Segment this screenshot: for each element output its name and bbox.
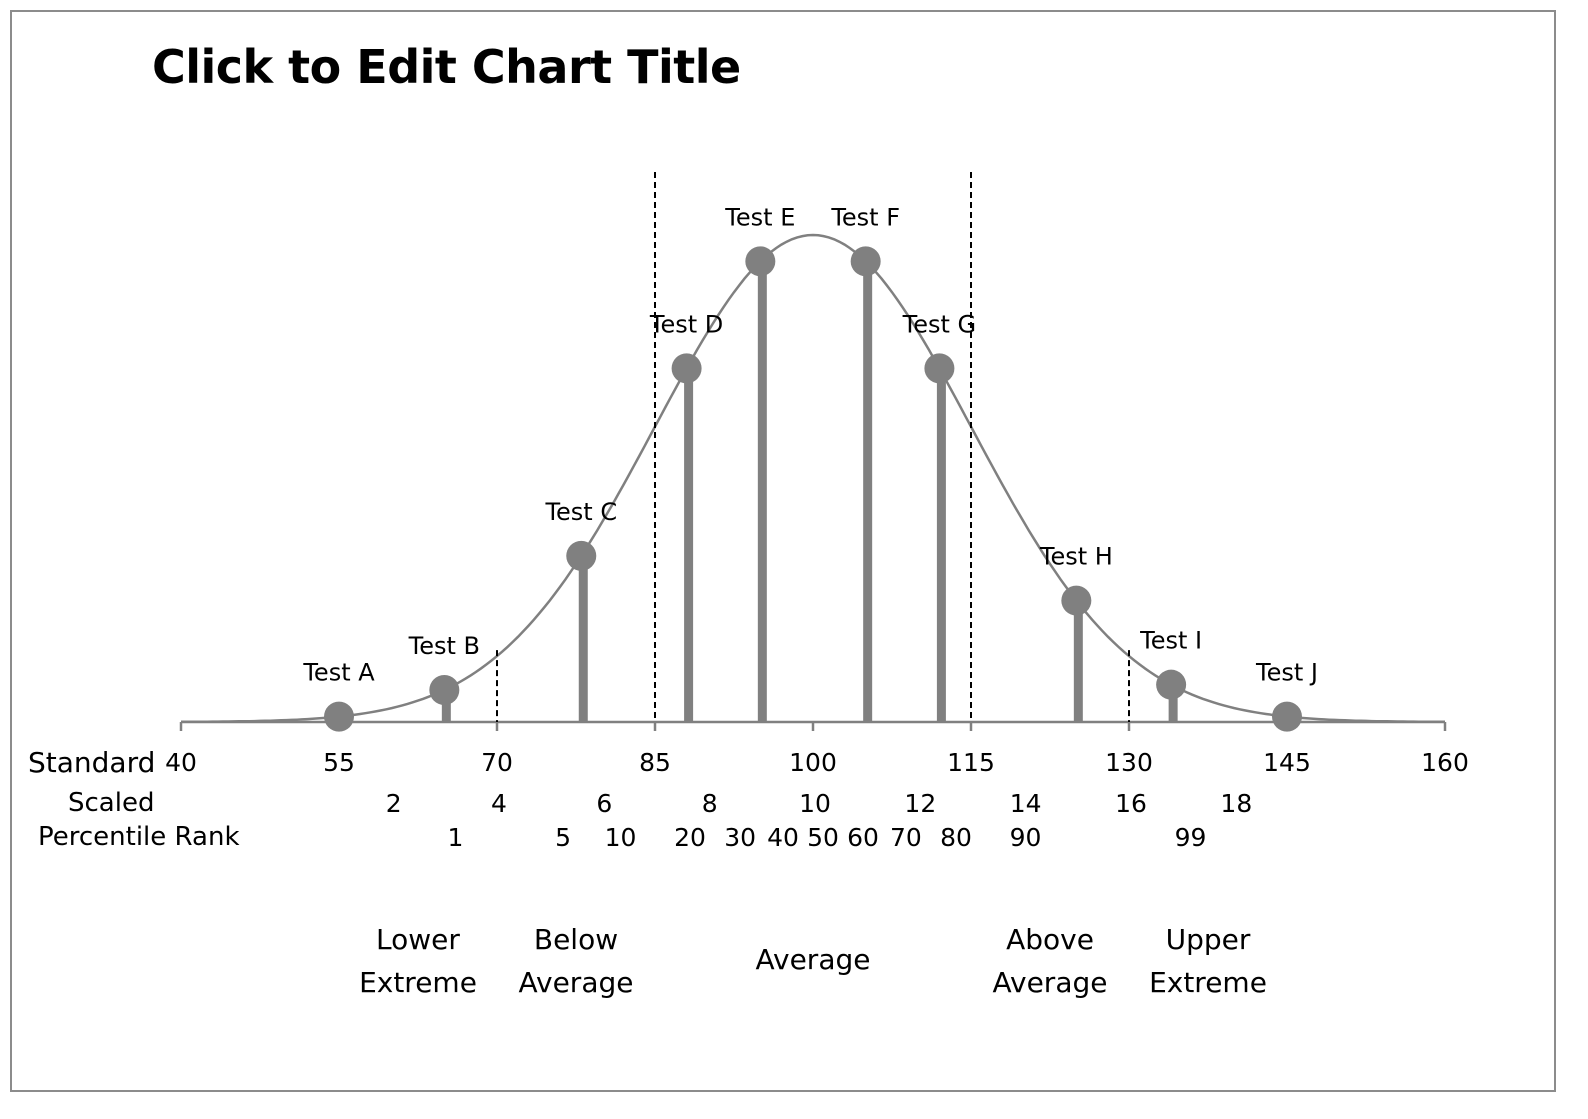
percentile-tick-label: 1	[447, 823, 463, 852]
standard-row-label: Standard	[28, 746, 156, 779]
test-label: Test F	[830, 203, 900, 231]
scaled-tick-label: 12	[904, 789, 936, 818]
test-marker	[1156, 669, 1187, 700]
test-label: Test A	[302, 659, 375, 687]
scaled-tick-label: 6	[596, 789, 612, 818]
standard-tick-label: 145	[1263, 748, 1311, 777]
test-marker	[850, 246, 881, 277]
percentile-tick-label: 80	[940, 823, 972, 852]
scaled-tick-label: 18	[1220, 789, 1252, 818]
percentile-tick-label: 5	[555, 823, 571, 852]
test-marker	[429, 674, 460, 705]
band-label-line: Average	[518, 966, 634, 999]
test-marker	[745, 246, 776, 277]
percentile-tick-label: 99	[1175, 823, 1207, 852]
percentile-tick-label: 20	[674, 823, 706, 852]
band-label-line: Lower	[376, 923, 460, 956]
percentile-tick-label: 10	[605, 823, 637, 852]
test-marker	[1272, 701, 1302, 732]
band-label-line: Average	[992, 966, 1108, 999]
standard-tick-label: 40	[165, 748, 197, 777]
test-marker	[924, 353, 955, 384]
standard-tick-label: 85	[639, 748, 671, 777]
band-label-line: Upper	[1165, 923, 1251, 956]
test-marker	[671, 353, 702, 384]
standard-tick-label: 70	[481, 748, 513, 777]
standard-tick-label: 100	[789, 748, 837, 777]
band-label: Upper Extreme	[1108, 918, 1308, 1004]
standard-tick-label: 160	[1421, 748, 1469, 777]
test-label: Test B	[408, 632, 480, 660]
normal-curve	[181, 233, 1445, 724]
band-label-line: Average	[755, 943, 871, 976]
band-label: Average	[713, 938, 913, 981]
test-marker	[566, 540, 597, 571]
band-label: Above Average	[950, 918, 1150, 1004]
band-label-line: Above	[1006, 923, 1094, 956]
standard-tick-label: 115	[947, 748, 995, 777]
test-label: Test D	[649, 310, 723, 338]
band-label: Below Average	[476, 918, 676, 1004]
test-label: Test H	[1039, 543, 1113, 571]
band-label-line: Extreme	[359, 966, 477, 999]
band-label-line: Extreme	[1149, 966, 1267, 999]
scaled-tick-label: 14	[1010, 789, 1042, 818]
scaled-tick-label: 4	[491, 789, 507, 818]
percentile-tick-label: 30	[724, 823, 756, 852]
test-marker	[324, 701, 354, 732]
scaled-tick-label: 8	[702, 789, 718, 818]
scaled-tick-label: 10	[799, 789, 831, 818]
band-label-line: Below	[533, 923, 619, 956]
chart-title[interactable]: Click to Edit Chart Title	[152, 40, 741, 94]
percentile-tick-label: 90	[1010, 823, 1042, 852]
test-label: Test J	[1255, 659, 1318, 687]
scaled-tick-label: 16	[1115, 789, 1147, 818]
test-label: Test I	[1139, 627, 1202, 655]
percentile-tick-label: 40	[767, 823, 799, 852]
band-label: Lower Extreme	[318, 918, 518, 1004]
scaled-row-label: Scaled	[68, 788, 155, 818]
test-label: Test E	[724, 203, 795, 231]
percentile-tick-label: 60	[847, 823, 879, 852]
percentile-tick-label: 70	[890, 823, 922, 852]
test-label: Test C	[544, 498, 617, 526]
chart-frame	[10, 10, 1556, 1092]
percentile-row-label: Percentile Rank	[38, 822, 240, 852]
test-label: Test G	[902, 310, 977, 338]
test-marker	[1061, 585, 1092, 616]
standard-tick-label: 55	[323, 748, 355, 777]
percentile-tick-label: 50	[807, 823, 839, 852]
standard-tick-label: 130	[1105, 748, 1153, 777]
scaled-tick-label: 2	[386, 789, 402, 818]
